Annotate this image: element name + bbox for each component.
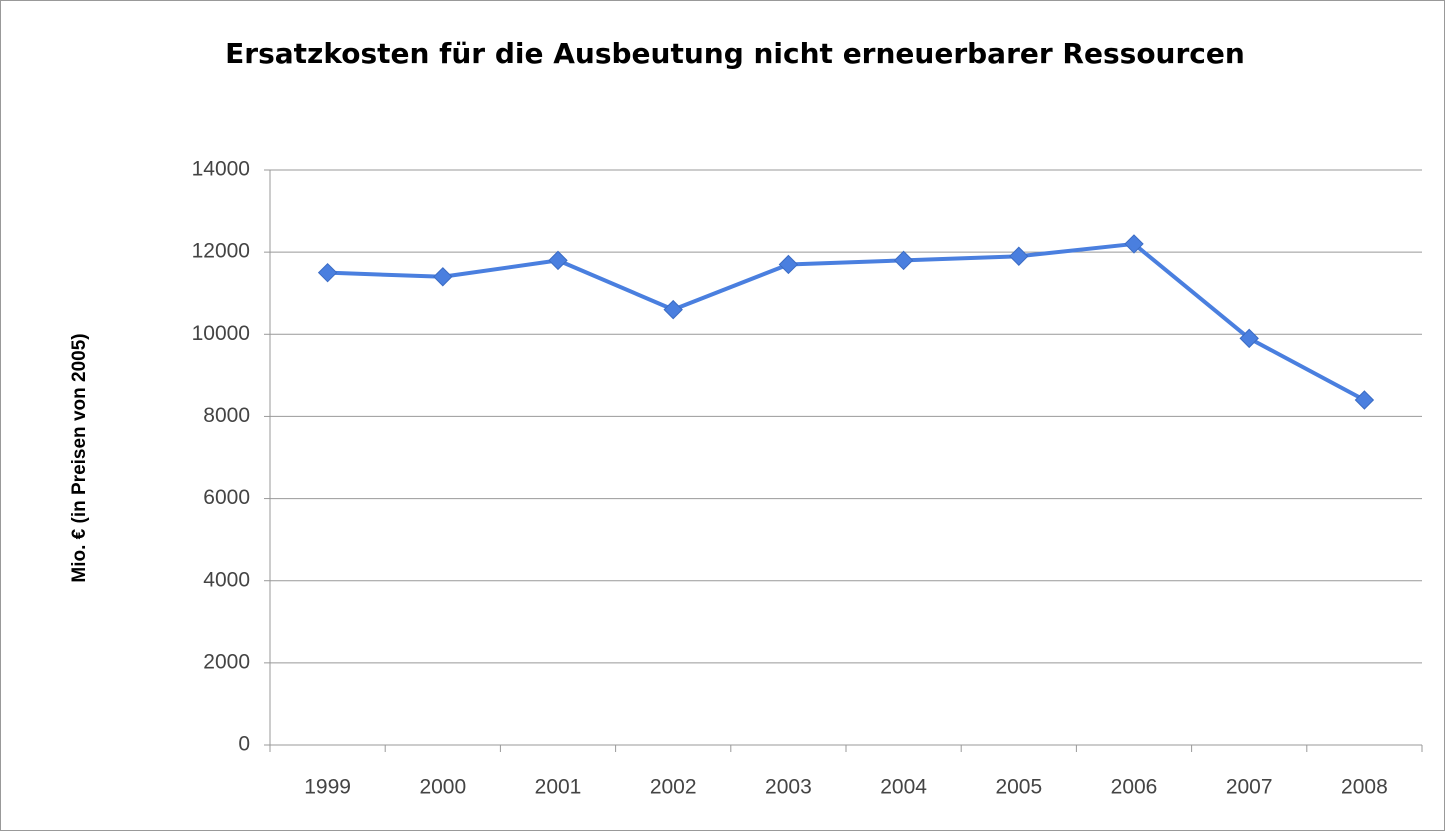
x-tick-label: 2001 xyxy=(535,776,582,799)
marker xyxy=(1124,234,1144,254)
marker xyxy=(893,250,914,271)
marker xyxy=(663,299,683,320)
marker xyxy=(433,267,453,287)
x-tick-label: 2002 xyxy=(650,776,697,799)
x-tick-label: 2000 xyxy=(419,776,466,799)
marker xyxy=(1239,328,1259,349)
y-tick-label: 4000 xyxy=(203,568,250,591)
y-tick-label: 10000 xyxy=(192,322,250,345)
marker xyxy=(1009,246,1029,266)
x-tick-label: 1999 xyxy=(304,776,351,799)
x-tick-label: 2006 xyxy=(1111,776,1158,799)
y-tick-label: 14000 xyxy=(192,158,250,181)
x-tick-label: 2005 xyxy=(995,776,1042,799)
y-tick-label: 12000 xyxy=(192,240,250,263)
marker xyxy=(317,262,338,283)
marker xyxy=(778,254,799,275)
y-tick-label: 6000 xyxy=(203,486,250,509)
y-tick-label: 2000 xyxy=(203,650,250,673)
marker xyxy=(548,250,568,271)
series-line xyxy=(327,241,1366,402)
marker xyxy=(1354,390,1375,410)
x-tick-label: 2004 xyxy=(880,776,927,799)
x-tick-label: 2007 xyxy=(1226,776,1273,799)
chart-title: Ersatzkosten für die Ausbeutung nicht er… xyxy=(225,37,1245,70)
y-tick-label: 8000 xyxy=(203,404,250,427)
y-axis-label: Mio. € (in Preisen von 2005) xyxy=(69,333,90,582)
x-tick-label: 2008 xyxy=(1341,776,1388,799)
y-tick-label: 0 xyxy=(238,733,250,756)
x-tick-label: 2003 xyxy=(765,776,812,799)
